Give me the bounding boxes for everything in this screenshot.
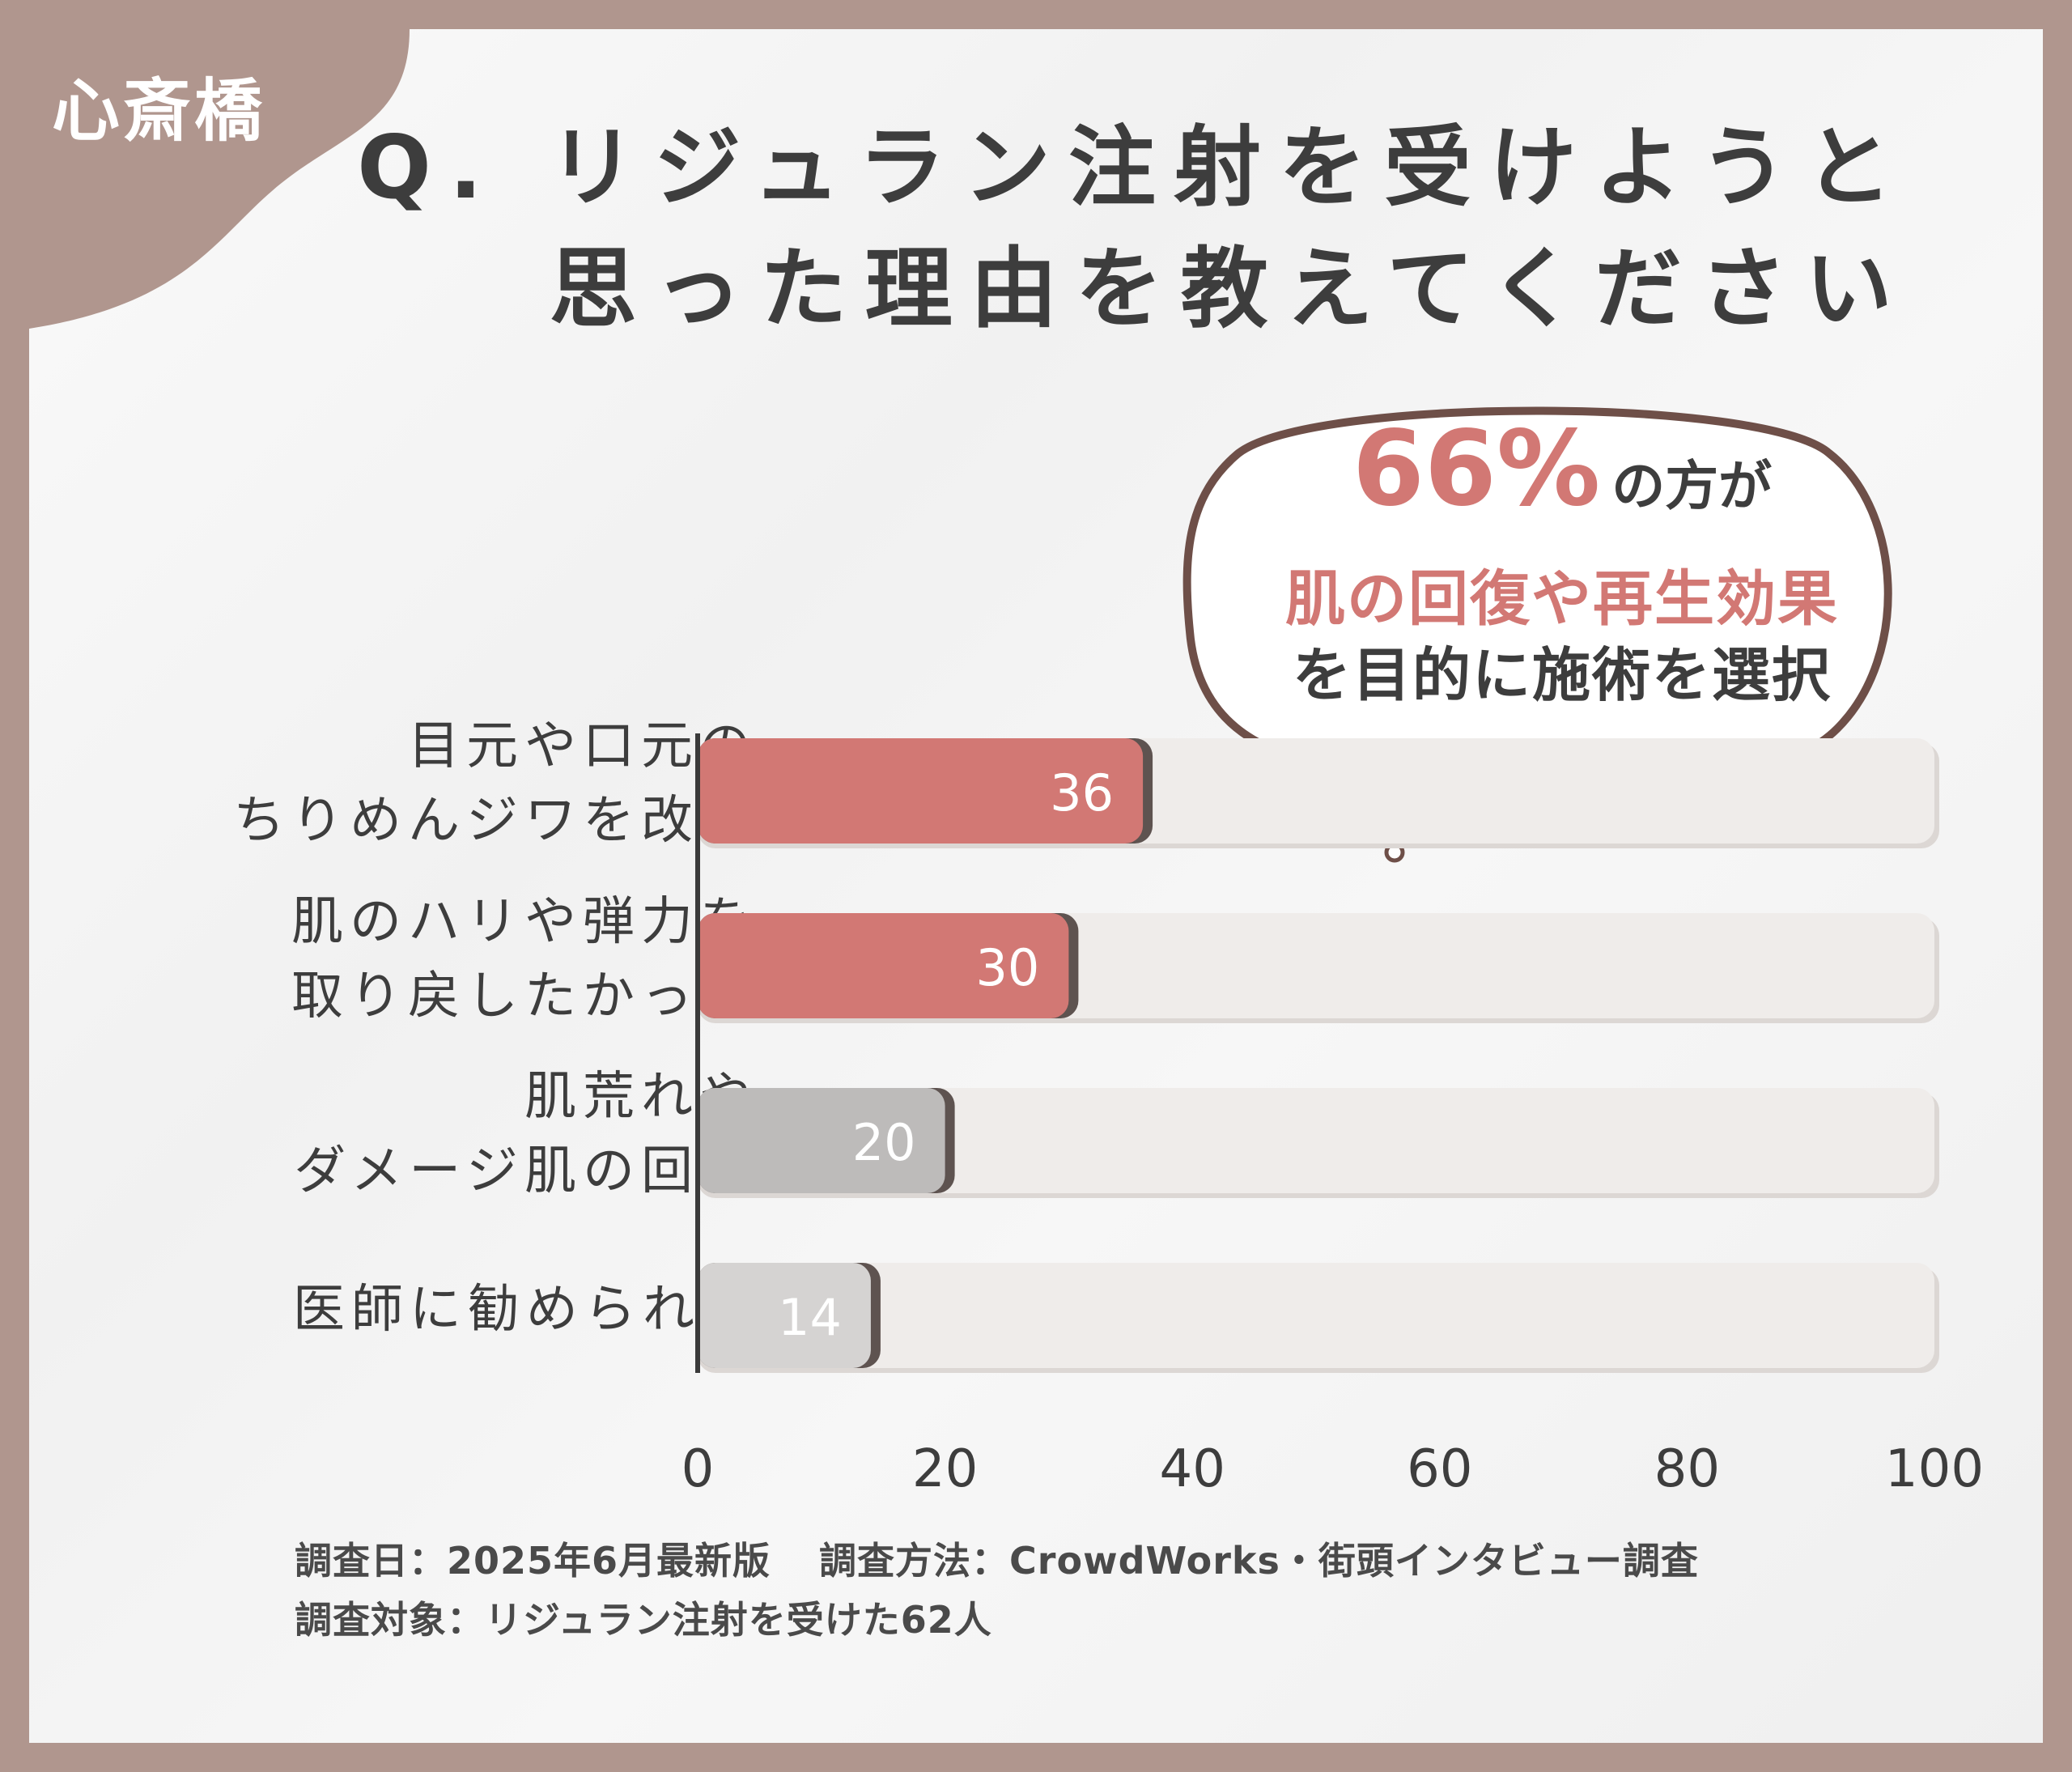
x-tick-label-0: 0 — [681, 1439, 715, 1499]
survey-date: 調査日：2025年6月最新版 — [295, 1539, 771, 1583]
callout-suffix: の方が — [1611, 455, 1773, 517]
bar-value-label-4: 14 — [778, 1288, 842, 1347]
x-tick-label-80: 80 — [1654, 1439, 1720, 1499]
x-tick-label-40: 40 — [1159, 1439, 1225, 1499]
bar-4 — [698, 1263, 871, 1368]
category-label-1-line-2: ちりめんジワを改善 — [233, 791, 758, 851]
category-label-3-line-2: ダメージ肌の回復 — [294, 1141, 758, 1201]
callout-percent: 66% — [1352, 409, 1601, 529]
category-label-4-line-1: 医師に勧められて — [292, 1280, 758, 1340]
category-label-2-line-1: 肌のハリや弾力を — [291, 892, 758, 952]
x-tick-label-20: 20 — [912, 1439, 978, 1499]
bar-value-label-2: 30 — [975, 938, 1039, 997]
category-label-2-line-2: 取り戻したかった — [291, 967, 758, 1026]
survey-method: 調査方法：CrowdWorks・街頭インタビュー調査 — [819, 1539, 1699, 1583]
location-label: 心斎橋 — [52, 71, 266, 151]
question-title-line-1: Q. リジュラン注射を受けようと — [357, 117, 1910, 219]
bar-value-label-1: 36 — [1050, 763, 1114, 822]
category-label-1-line-1: 目元や口元の — [408, 716, 758, 776]
infographic-card: 心斎橋 — [29, 29, 2043, 1743]
question-title-line-2: 思った理由を教えてください — [549, 239, 1910, 340]
corner-tab-shape — [29, 29, 410, 329]
footer-line-1: 調査日：2025年6月最新版 調査方法：CrowdWorks・街頭インタビュー調査 — [295, 1532, 1699, 1585]
bar-1 — [698, 738, 1144, 844]
bar-track-3 — [698, 1088, 1934, 1193]
x-tick-label-60: 60 — [1407, 1439, 1472, 1499]
callout-line-1: 66% の方が — [1230, 409, 1894, 529]
callout-line-2: 肌の回復や再生効果 — [1285, 564, 1839, 634]
bar-value-label-3: 20 — [852, 1113, 916, 1172]
callout-line-3: を目的に施術を選択 — [1292, 641, 1832, 709]
x-tick-label-100: 100 — [1885, 1439, 1984, 1499]
bar-track-4 — [698, 1263, 1934, 1368]
category-label-4: 医師に勧められて — [293, 1273, 758, 1347]
category-label-2: 肌のハリや弾力を 取り戻したかった — [291, 885, 758, 1034]
bar-3 — [698, 1088, 945, 1193]
survey-target: 調査対象：リジュラン注射を受けた62人 — [295, 1598, 992, 1642]
bar-2 — [698, 913, 1069, 1018]
category-label-3: 肌荒れや ダメージ肌の回復 — [294, 1060, 758, 1209]
category-label-1: 目元や口元の ちりめんジワを改善 — [233, 709, 758, 858]
